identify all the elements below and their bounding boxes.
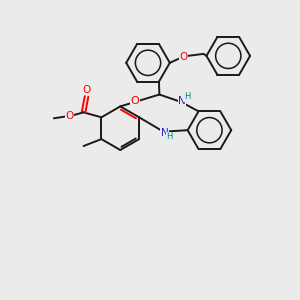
Text: N: N bbox=[178, 96, 186, 106]
Text: N: N bbox=[160, 128, 168, 138]
Text: H: H bbox=[184, 92, 190, 101]
Text: H: H bbox=[166, 132, 172, 141]
Text: O: O bbox=[180, 52, 188, 62]
Text: O: O bbox=[66, 111, 74, 121]
Text: O: O bbox=[130, 96, 139, 106]
Text: O: O bbox=[82, 85, 91, 94]
